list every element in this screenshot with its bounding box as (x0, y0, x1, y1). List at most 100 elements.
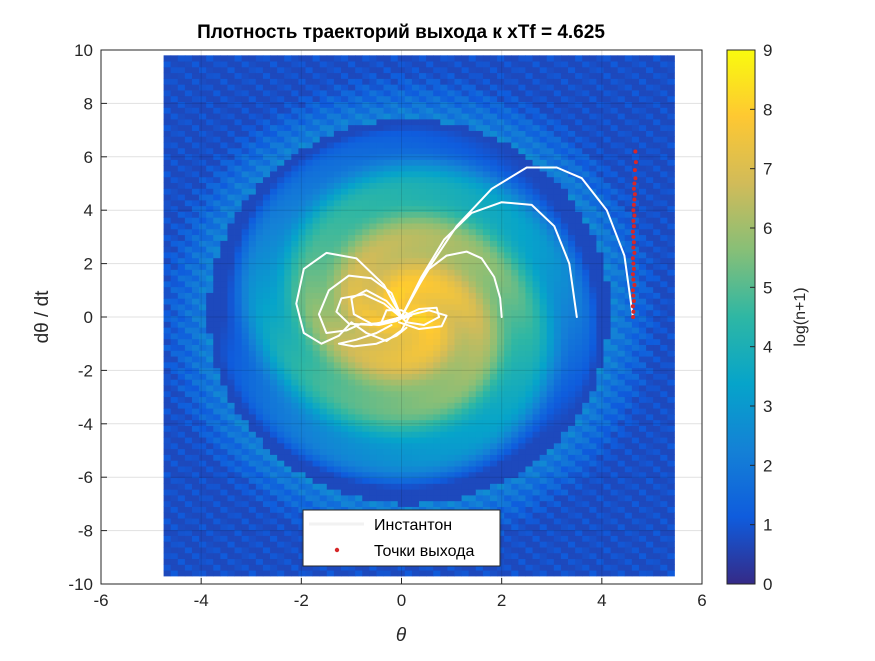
heatmap-cell (284, 471, 292, 479)
heatmap-cell (518, 304, 526, 311)
heatmap-cell (255, 333, 264, 340)
heatmap-cell (433, 234, 441, 241)
heatmap-cell (475, 309, 484, 317)
heatmap-cell (426, 153, 434, 160)
heatmap-cell (163, 454, 172, 461)
heatmap-cell (355, 350, 363, 357)
heatmap-cell (206, 402, 214, 409)
heatmap-cell (539, 523, 548, 531)
heatmap-cell (475, 205, 484, 212)
heatmap-cell (248, 477, 257, 484)
heatmap-cell (348, 344, 356, 351)
heatmap-cell (532, 240, 541, 247)
heatmap-cell (227, 309, 235, 317)
heatmap-cell (440, 367, 448, 374)
heatmap-cell (163, 223, 172, 230)
heatmap-cell (546, 124, 555, 131)
heatmap-cell (177, 309, 186, 317)
heatmap-cell (497, 402, 505, 409)
heatmap-cell (404, 182, 413, 189)
heatmap-cell (411, 390, 420, 398)
heatmap-cell (489, 78, 498, 85)
heatmap-cell (419, 333, 427, 340)
heatmap-cell (390, 373, 399, 380)
heatmap-cell (426, 234, 434, 241)
heatmap-cell (468, 292, 477, 299)
heatmap-cell (440, 327, 448, 334)
heatmap-cell (220, 147, 228, 155)
heatmap-cell (355, 159, 363, 166)
heatmap-cell (170, 547, 179, 554)
heatmap-cell (454, 246, 462, 253)
heatmap-cell (426, 246, 434, 253)
heatmap-cell (277, 252, 285, 259)
heatmap-cell (213, 367, 221, 374)
heatmap-cell (291, 142, 299, 149)
heatmap-cell (383, 419, 392, 426)
heatmap-cell (355, 466, 363, 473)
heatmap-cell (348, 390, 356, 398)
heatmap-cell (199, 402, 207, 409)
heatmap-cell (355, 489, 363, 496)
heatmap-cell (355, 298, 363, 305)
heatmap-cell (298, 344, 306, 351)
heatmap-cell (184, 344, 193, 351)
heatmap-cell (489, 431, 498, 438)
heatmap-cell (553, 333, 562, 340)
heatmap-cell (447, 379, 455, 386)
heatmap-cell (461, 136, 470, 143)
heatmap-cell (419, 171, 427, 178)
heatmap-cell (518, 535, 526, 542)
heatmap-cell (199, 211, 207, 218)
heatmap-cell (355, 275, 363, 282)
heatmap-cell (170, 269, 179, 276)
heatmap-cell (163, 396, 172, 403)
heatmap-cell (333, 408, 342, 415)
heatmap-cell (419, 390, 427, 398)
heatmap-cell (170, 153, 179, 160)
heatmap-cell (291, 240, 299, 247)
heatmap-cell (468, 367, 477, 374)
heatmap-cell (355, 495, 363, 502)
heatmap-cell (333, 130, 342, 137)
heatmap-cell (199, 101, 207, 108)
heatmap-cell (270, 500, 278, 507)
heatmap-cell (241, 211, 250, 218)
heatmap-cell (262, 136, 271, 143)
heatmap-cell (482, 176, 491, 183)
heatmap-cell (461, 78, 470, 85)
heatmap-cell (262, 321, 271, 328)
heatmap-cell (504, 72, 512, 79)
heatmap-cell (440, 402, 448, 409)
heatmap-cell (390, 275, 399, 282)
heatmap-cell (248, 454, 257, 461)
heatmap-cell (546, 130, 555, 137)
heatmap-cell (511, 396, 519, 403)
heatmap-cell (291, 512, 299, 519)
heatmap-cell (376, 263, 384, 270)
heatmap-cell (248, 280, 257, 288)
heatmap-cell (411, 252, 420, 259)
heatmap-cell (383, 147, 392, 155)
heatmap-cell (191, 408, 200, 415)
heatmap-cell (497, 176, 505, 183)
heatmap-cell (170, 182, 179, 189)
heatmap-cell (511, 107, 519, 114)
heatmap-cell (433, 460, 441, 467)
heatmap-cell (489, 171, 498, 178)
heatmap-cell (284, 142, 292, 149)
heatmap-cell (426, 194, 434, 201)
heatmap-cell (305, 570, 314, 577)
heatmap-cell (340, 309, 349, 317)
heatmap-cell (177, 471, 186, 479)
heatmap-cell (170, 431, 179, 438)
heatmap-cell (177, 460, 186, 467)
heatmap-cell (206, 84, 214, 91)
heatmap-cell (220, 500, 228, 507)
heatmap-cell (468, 495, 477, 502)
heatmap-cell (305, 275, 314, 282)
heatmap-cell (511, 275, 519, 282)
heatmap-cell (206, 489, 214, 496)
heatmap-cell (383, 402, 392, 409)
heatmap-cell (440, 142, 448, 149)
